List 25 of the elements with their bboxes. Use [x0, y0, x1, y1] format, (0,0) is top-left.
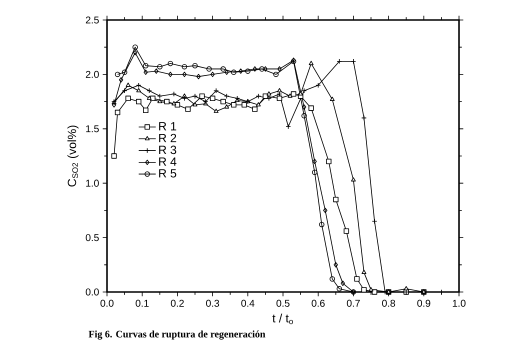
x-tick-label: 0.2	[170, 300, 184, 307]
y-axis-title: C$_{SO2}$ (vol%)	[67, 126, 79, 187]
legend-label: R 3	[159, 146, 176, 154]
y-tick-label: 2.0	[86, 70, 99, 78]
y-tick-label: 1.5	[86, 125, 99, 132]
y-tick-label: 1.0	[86, 180, 99, 187]
x-tick-label: 0.7	[346, 300, 360, 307]
y-tick-label: 0.0	[86, 288, 99, 296]
x-tick-label: 0.9	[417, 300, 430, 307]
x-tick-label: 0.8	[382, 300, 396, 307]
x-tick-label: 0.6	[312, 300, 325, 307]
x-tick-label: 0.0	[100, 300, 114, 307]
text: Fig 6. Curvas de ruptura de regeneración	[88, 330, 266, 340]
x-tick-label: 0.3	[206, 300, 220, 307]
x-tick-label: 0.1	[136, 300, 149, 307]
legend-label: R 4	[159, 157, 176, 166]
y-tick-label: 2.5	[86, 16, 99, 24]
y-tick-label: 0.5	[86, 234, 99, 242]
legend-label: R 2	[159, 134, 176, 142]
x-tick-label: 0.5	[276, 300, 290, 307]
x-tick-label: 0.4	[241, 300, 254, 307]
x-axis-title: t / t$_{o}$	[272, 314, 293, 324]
x-tick-label: 1.0	[452, 300, 466, 307]
legend-label: R 1	[159, 122, 176, 130]
legend-label: R 5	[159, 169, 176, 178]
